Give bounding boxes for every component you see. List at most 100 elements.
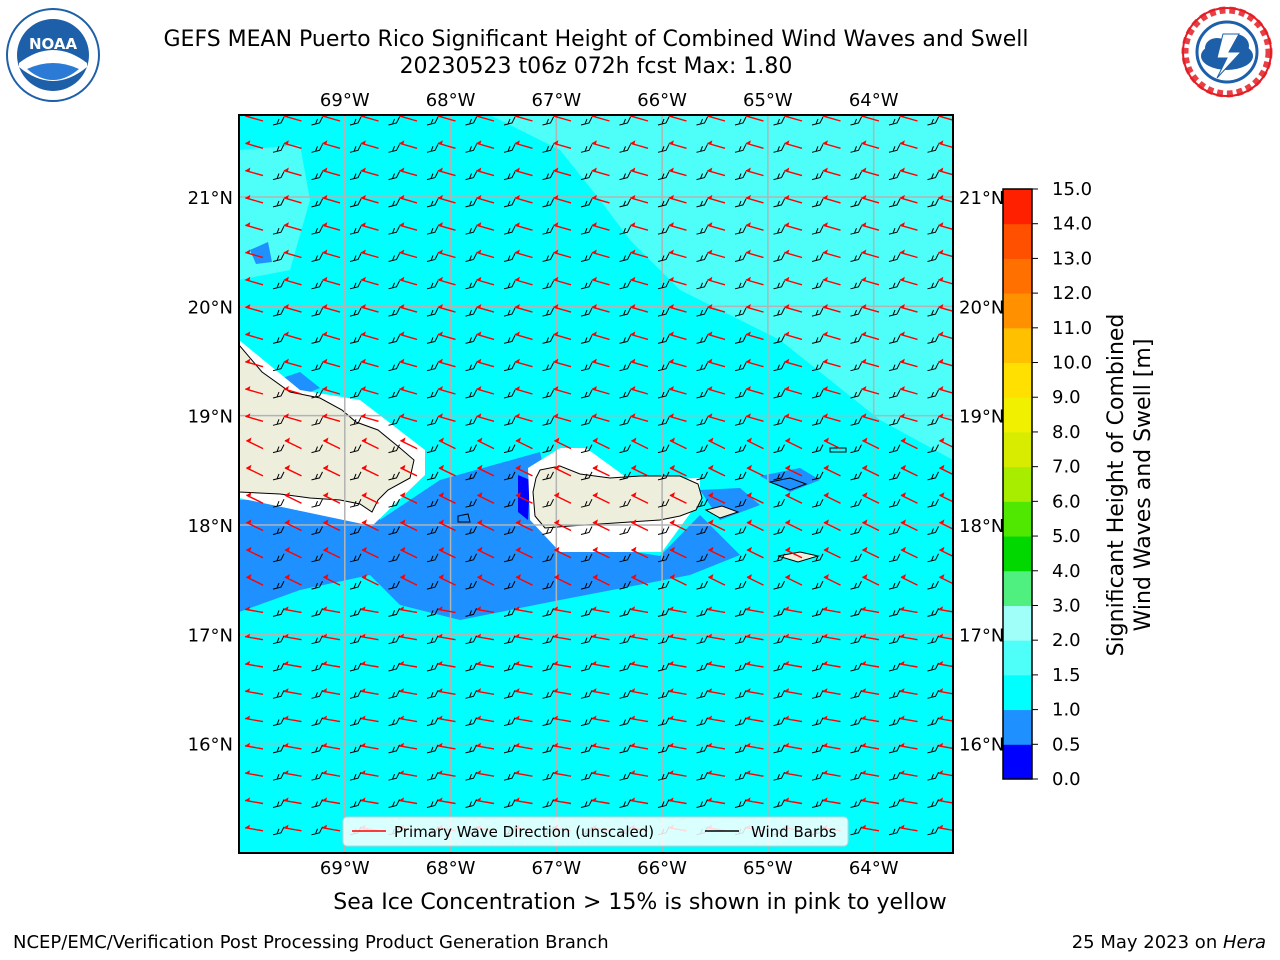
wind-barb: [465, 498, 477, 508]
wave-arrow: [514, 388, 533, 395]
wind-barb: [311, 225, 323, 235]
wave-arrow: [245, 388, 264, 395]
wind-barb: [388, 444, 400, 454]
wave-arrowhead: [322, 167, 328, 172]
wave-arrowhead: [630, 140, 636, 145]
footer-credit: NCEP/EMC/Verification Post Processing Pr…: [13, 932, 609, 953]
wave-arrow: [399, 169, 418, 177]
wave-arrowhead: [707, 304, 713, 309]
wind-barb: [811, 307, 824, 317]
wind-barb: [503, 717, 516, 727]
wave-arrowhead: [399, 715, 405, 720]
wind-barb: [426, 171, 439, 181]
wind-barb: [734, 744, 747, 754]
wave-arrow: [746, 494, 764, 504]
wave-arrowhead: [399, 222, 405, 227]
wave-arrowhead: [822, 606, 828, 611]
wave-arrow: [862, 521, 880, 532]
wave-arrow: [514, 169, 533, 177]
wave-arrowhead: [553, 276, 559, 281]
wave-arrowhead: [553, 358, 559, 363]
wind-barb: [349, 580, 362, 590]
wind-barb: [850, 144, 862, 153]
wind-barb: [657, 471, 670, 481]
wind-barb: [811, 280, 824, 290]
wave-arrow: [514, 360, 533, 368]
wind-barb: [966, 772, 977, 780]
wave-arrowhead: [707, 797, 713, 802]
wave-arrow: [554, 576, 572, 586]
wave-arrow: [861, 306, 880, 313]
wave-arrowhead: [399, 194, 405, 199]
wind-barb: [311, 198, 323, 208]
wave-arrowhead: [245, 770, 251, 775]
wave-arrowhead: [437, 331, 443, 336]
wind-barb: [542, 553, 554, 563]
wave-arrow: [707, 169, 726, 177]
wave-arrowhead: [360, 249, 366, 254]
wave-arrow: [553, 115, 572, 122]
wave-arrowhead: [322, 358, 328, 363]
wave-arrowhead: [900, 519, 906, 524]
wind-barb: [850, 717, 862, 727]
wave-arrow: [939, 494, 953, 503]
wind-barb: [272, 253, 285, 262]
wave-arrow: [591, 279, 610, 286]
wave-arrowhead: [591, 358, 597, 363]
wave-arrow: [322, 142, 341, 149]
wave-arrow: [283, 197, 302, 204]
wave-arrowhead: [745, 688, 751, 693]
wave-arrow: [514, 333, 533, 341]
wave-arrow: [591, 169, 610, 177]
wave-arrowhead: [360, 194, 366, 199]
wave-arrow: [591, 333, 610, 341]
wave-arrowhead: [745, 194, 751, 199]
wave-arrow: [437, 197, 456, 204]
wind-barb: [465, 471, 477, 481]
wave-arrow: [515, 467, 533, 477]
wind-barb: [349, 116, 362, 126]
wind-barb: [580, 771, 593, 781]
wave-arrowhead: [707, 742, 713, 747]
wave-arrow: [745, 306, 764, 313]
wave-arrow: [437, 251, 456, 259]
wave-arrowhead: [668, 222, 674, 227]
wave-arrowhead: [515, 574, 521, 579]
wind-barb: [503, 744, 516, 754]
wind-barb: [966, 800, 977, 808]
wind-barb: [696, 198, 708, 208]
wave-arrowhead: [514, 276, 520, 281]
wind-barb: [927, 171, 939, 181]
wave-arrowhead: [591, 413, 597, 418]
wind-barb: [811, 171, 824, 181]
wind-barb: [696, 444, 708, 454]
wave-arrowhead: [514, 413, 520, 418]
wave-arrowhead: [553, 304, 559, 309]
wave-arrowhead: [668, 249, 674, 254]
wave-arrow: [283, 360, 302, 368]
wind-barb: [619, 335, 631, 344]
wind-barb: [542, 307, 554, 317]
wave-arrow: [938, 279, 953, 285]
wave-arrowhead: [283, 413, 289, 418]
wave-arrowhead: [861, 797, 867, 802]
wave-arrowhead: [784, 167, 790, 172]
wave-arrowhead: [822, 304, 828, 309]
wind-barb: [657, 608, 670, 617]
wave-arrowhead: [784, 358, 790, 363]
wind-barb: [388, 799, 400, 808]
wave-arrowhead: [437, 358, 443, 363]
wave-arrow: [554, 467, 572, 477]
wind-barb: [272, 799, 285, 808]
wind-barb: [311, 799, 323, 808]
wind-barb: [542, 198, 554, 208]
wave-arrow: [400, 494, 418, 504]
wind-barb: [388, 225, 400, 235]
wind-barb: [850, 444, 862, 454]
wave-arrow: [514, 251, 533, 259]
wave-arrowhead: [899, 249, 905, 254]
wave-arrow: [592, 467, 610, 477]
wind-barb: [272, 362, 285, 372]
wave-arrowhead: [708, 492, 714, 497]
wave-arrowhead: [745, 606, 751, 611]
